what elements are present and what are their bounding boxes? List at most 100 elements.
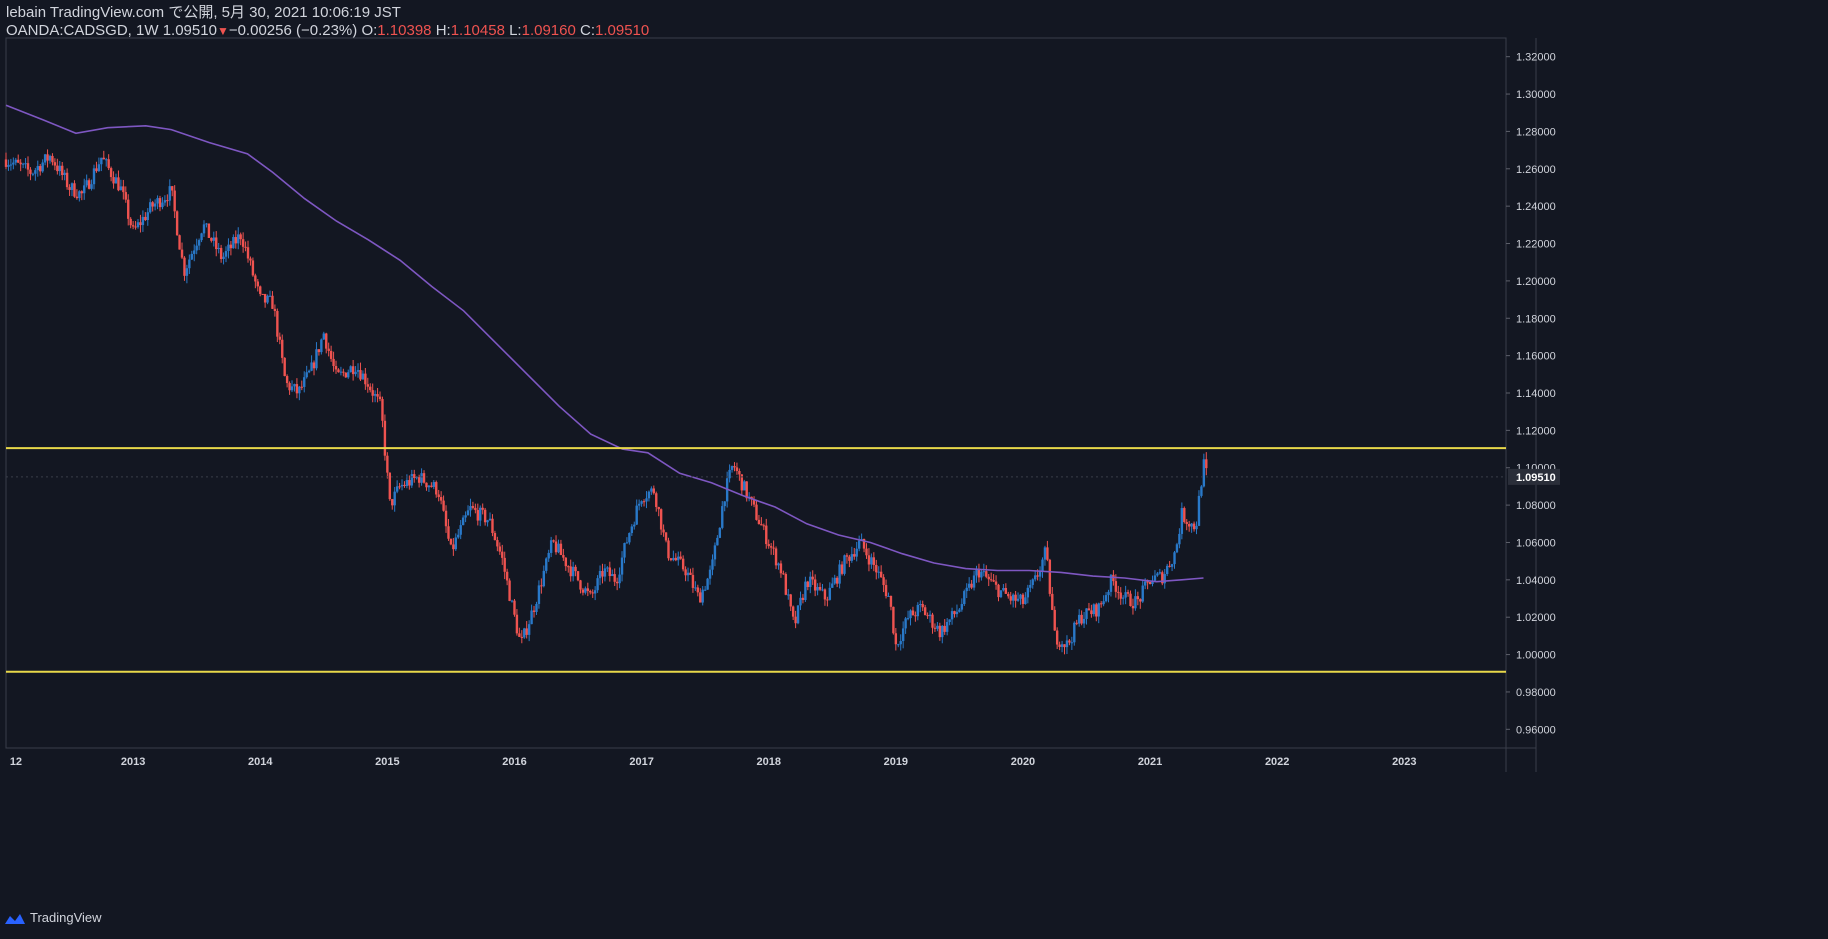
low-label: L:	[509, 22, 522, 39]
candle-body	[112, 177, 115, 184]
candle-body	[474, 507, 477, 511]
candle-body	[611, 574, 614, 577]
candle-body	[1009, 596, 1012, 601]
candle-body	[344, 372, 347, 378]
candle-body	[471, 506, 475, 508]
candle-body	[46, 154, 49, 161]
candle-body	[161, 202, 164, 208]
candle-body	[1065, 640, 1069, 648]
candle-body	[501, 551, 504, 558]
candle-body	[129, 218, 132, 226]
candle-body	[686, 572, 690, 576]
candle-body	[518, 633, 521, 637]
candle-body	[667, 540, 670, 559]
candle-body	[733, 466, 736, 468]
candle-body	[821, 589, 824, 591]
candle-body	[153, 203, 157, 207]
candle-body	[239, 234, 242, 240]
candle-body	[61, 165, 64, 176]
x-tick-label: 2018	[756, 756, 780, 768]
candle-body	[811, 576, 814, 580]
candle-body	[655, 493, 658, 508]
candle-body	[779, 563, 783, 574]
candle-body	[579, 580, 582, 590]
candle-body	[542, 570, 546, 587]
publisher-line: lebain TradingView.com で公開, 5月 30, 2021 …	[6, 4, 401, 21]
candle-body	[1051, 593, 1054, 610]
candle-body	[581, 589, 585, 593]
candle-body	[567, 566, 570, 568]
candle-body	[694, 587, 697, 589]
candle-body	[134, 226, 137, 228]
candle-body	[483, 509, 487, 523]
candle-body	[870, 557, 873, 565]
candle-body	[1141, 585, 1144, 602]
candle-body	[994, 581, 998, 585]
y-tick-label: 1.08000	[1516, 500, 1556, 512]
candle-body	[288, 383, 291, 391]
candle-body	[972, 575, 976, 588]
candle-body	[647, 491, 651, 499]
candle-body	[1026, 587, 1030, 598]
candle-body	[122, 186, 125, 193]
x-tick-label: 2023	[1392, 756, 1416, 768]
candle-body	[823, 589, 827, 600]
candle-body	[376, 394, 379, 397]
candle-body	[1183, 508, 1186, 522]
last-price-badge	[1508, 468, 1560, 485]
candle-body	[210, 237, 213, 241]
candle-body	[371, 390, 374, 396]
candle-body	[879, 571, 883, 578]
candle-body	[955, 611, 959, 615]
candle-body	[36, 166, 39, 171]
candle-body	[444, 510, 448, 527]
candle-body	[53, 162, 57, 166]
candle-body	[461, 517, 465, 526]
candle-body	[1156, 573, 1159, 576]
candle-body	[386, 455, 389, 473]
candle-body	[100, 157, 103, 165]
candle-body	[791, 606, 795, 617]
candle-body	[1073, 622, 1076, 643]
candle-body	[635, 505, 638, 525]
candle-body	[977, 570, 981, 578]
candle-body	[828, 587, 832, 600]
candle-body	[293, 384, 296, 387]
candle-body	[393, 491, 396, 506]
candle-body	[527, 624, 531, 635]
y-tick-label: 0.96000	[1516, 724, 1556, 736]
candle-body	[1197, 495, 1201, 526]
candle-body	[877, 571, 880, 573]
candle-body	[593, 590, 597, 594]
candle-body	[699, 592, 702, 603]
candle-body	[623, 543, 626, 558]
candle-body	[804, 581, 807, 600]
candle-body	[158, 198, 162, 208]
candle-body	[894, 633, 898, 645]
candle-body	[488, 518, 492, 521]
candle-body	[730, 466, 734, 470]
candle-body	[784, 574, 788, 595]
candle-body	[168, 186, 171, 201]
candle-body	[1016, 598, 1020, 601]
candle-body	[1077, 614, 1081, 624]
candle-body	[1014, 594, 1017, 601]
x-tick-label: 2013	[121, 756, 145, 768]
candle-body	[965, 587, 968, 592]
candle-body	[899, 641, 902, 645]
footer-brand[interactable]: TradingView	[4, 910, 102, 925]
candle-body	[329, 350, 333, 359]
candle-body	[415, 477, 418, 479]
candle-body	[772, 547, 775, 549]
high-value: 1.10458	[450, 22, 505, 39]
candle-body	[701, 589, 704, 603]
candle-body	[232, 237, 235, 249]
candle-body	[520, 636, 524, 638]
candle-body	[14, 159, 17, 163]
candle-body	[787, 594, 790, 596]
candle-body	[195, 245, 198, 251]
candle-body	[322, 333, 325, 340]
candle-body	[34, 170, 37, 174]
candle-body	[41, 162, 44, 172]
